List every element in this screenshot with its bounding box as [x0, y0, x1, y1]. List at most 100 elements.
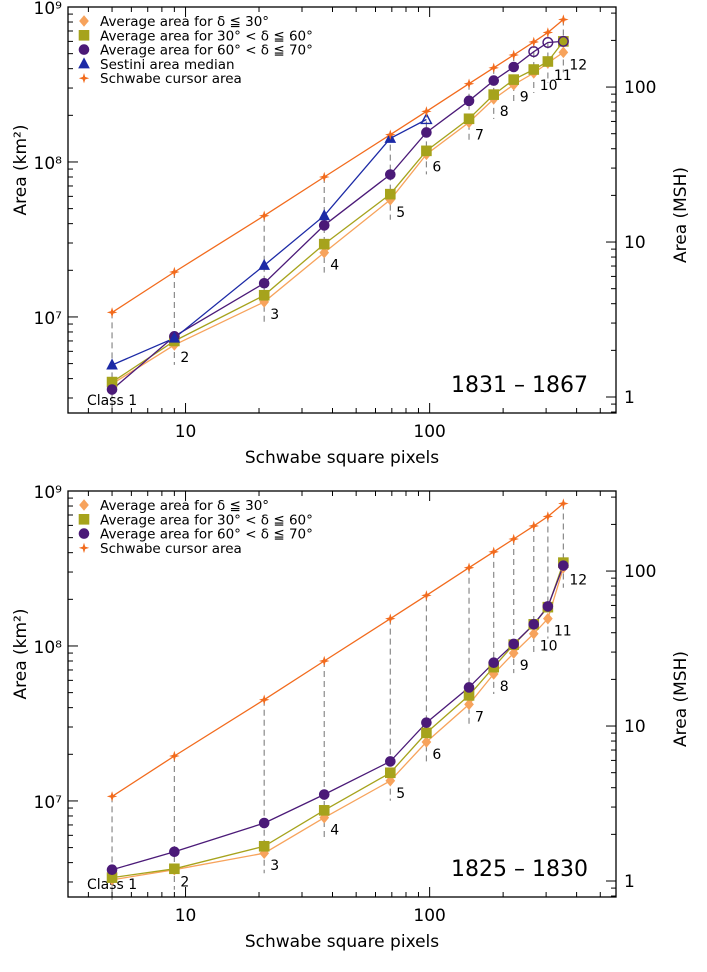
c0-line-sestini-area-median — [111, 118, 427, 366]
c0-period-label: 1831 – 1867 — [451, 373, 588, 398]
c1-period-label: 1825 – 1830 — [451, 857, 588, 882]
c0-y-tick-label-100000000: 10⁸ — [34, 154, 63, 174]
c0-point-average-area-for-30-60-7 — [488, 89, 500, 100]
c1-legend-label-average-area-for-30: Average area for δ ≦ 30° — [100, 498, 269, 514]
c1-point-average-area-for-60-70-10 — [542, 601, 554, 612]
c0-point-average-area-for-30-60-4 — [385, 188, 396, 200]
c0-point-schwabe-cursor-area-7 — [488, 62, 499, 74]
c0-legend-label-schwabe-cursor-area: Schwabe cursor area — [100, 71, 242, 87]
c1-class-label-7: 7 — [475, 709, 484, 725]
c1-y-tick-label-right-100: 100 — [624, 562, 656, 582]
c1-point-average-area-for-30-60-1 — [169, 863, 180, 875]
c0-class-label-7: 7 — [475, 127, 484, 143]
c0-y-axis-title-right: Area (MSH) — [671, 167, 691, 263]
c1-point-average-area-for-30-9 — [528, 627, 539, 640]
c1-x-tick-label-10: 10 — [175, 906, 197, 926]
c0-point-average-area-for-60-70-6 — [463, 95, 475, 107]
c1-point-average-area-for-60-70-2 — [258, 817, 270, 829]
c0-point-schwabe-cursor-area-3 — [319, 171, 330, 183]
c0-class-label-2: 2 — [180, 350, 189, 366]
c0-point-sestini-area-median-3 — [318, 209, 331, 221]
c0-point-average-area-for-60-70-3 — [318, 220, 330, 231]
chart-panel-1831-1867: Class 1 2 3 4 5 6 7 8 9 10 11 12 10 100 Schwabe square… — [0, 0, 707, 484]
c0-y-tick-label-10000000: 10⁷ — [34, 309, 63, 329]
c0-x-tick-label-100: 100 — [413, 422, 445, 442]
c0-point-average-area-for-60-70-7 — [488, 75, 500, 86]
c1-point-average-area-for-60-70-0 — [106, 864, 118, 876]
c1-point-average-area-for-60-70-7 — [488, 657, 500, 668]
c0-point-schwabe-cursor-area-11 — [558, 14, 569, 25]
c0-point-average-area-for-60-70-11 — [557, 35, 569, 47]
c1-point-schwabe-cursor-area-5 — [421, 590, 432, 601]
c0-y-tick-label-1000000000: 10⁹ — [34, 0, 63, 19]
c1-point-average-area-for-60-70-8 — [508, 638, 520, 650]
c0-line-average-area-for-60-70 — [111, 40, 564, 391]
c1-series-markers — [106, 498, 569, 886]
c1-point-schwabe-cursor-area-9 — [528, 520, 539, 532]
c0-point-average-area-for-60-70-2 — [258, 277, 270, 289]
c0-point-average-area-for-30-60-9 — [528, 64, 540, 75]
c1-class-label-12: 12 — [569, 573, 587, 589]
c1-point-average-area-for-30-6 — [464, 698, 474, 711]
c0-class-label-10: 10 — [540, 78, 558, 94]
c0-y-tick-label-right-10: 10 — [624, 233, 646, 253]
c1-class-label-2: 2 — [180, 875, 189, 891]
c1-point-schwabe-cursor-area-4 — [385, 613, 396, 624]
c0-y-tick-label-right-100: 100 — [624, 78, 656, 98]
c1-legend-label-average-area-for-60-70: Average area for 60° < δ ≦ 70° — [100, 527, 313, 543]
c1-class-label-3: 3 — [270, 858, 279, 874]
c0-legend-label-average-area-for-30-60: Average area for 30° < δ ≦ 60° — [100, 28, 313, 44]
c1-point-schwabe-cursor-area-6 — [463, 562, 475, 573]
c1-y-tick-label-100000000: 10⁸ — [34, 638, 63, 658]
chart-panel-1825-1830: Class 1 2 3 4 5 6 7 8 9 10 11 12 10 100 Schwabe square… — [0, 483, 707, 968]
c1-point-average-area-for-30-60-5 — [421, 727, 432, 739]
c1-y-axis-right: 1 10 100 Area (MSH) — [606, 496, 691, 897]
c0-y-axis-title-left: Area (km²) — [11, 124, 31, 215]
c1-y-tick-label-1000000000: 10⁹ — [34, 484, 63, 503]
c0-class-label-3: 3 — [270, 307, 279, 323]
c0-x-axis: 10 100 Schwabe square pixels — [87, 7, 601, 468]
c0-x-tick-label-10: 10 — [175, 422, 197, 442]
c0-point-average-area-for-30-60-2 — [258, 289, 270, 301]
c1-point-average-area-for-60-70-3 — [318, 789, 330, 800]
c0-point-sestini-area-median-5 — [420, 112, 433, 125]
c1-point-schwabe-cursor-area-7 — [488, 546, 499, 558]
c0-point-average-area-for-30-11 — [558, 46, 569, 59]
c1-point-average-area-for-60-70-6 — [463, 682, 475, 693]
c0-class-label-9: 9 — [520, 90, 529, 106]
c0-legend-label-average-area-for-60-70: Average area for 60° < δ ≦ 70° — [100, 43, 313, 59]
c1-legend-marker-schwabe-cursor-area — [78, 542, 90, 554]
c0-point-sestini-area-median-2 — [258, 258, 271, 270]
c1-point-schwabe-cursor-area-1 — [169, 750, 180, 762]
c1-point-schwabe-cursor-area-0 — [106, 791, 118, 802]
c1-y-axis-title-right: Area (MSH) — [671, 651, 691, 747]
c1-point-average-area-for-30-60-2 — [258, 840, 270, 852]
c1-plot-frame — [67, 490, 617, 898]
c0-point-average-area-for-30-60-10 — [542, 56, 554, 67]
c0-point-schwabe-cursor-area-8 — [508, 49, 519, 61]
c1-y-tick-label-10000000: 10⁷ — [34, 793, 63, 813]
c1-x-axis-title: Schwabe square pixels — [245, 932, 439, 952]
c0-point-schwabe-cursor-area-5 — [421, 106, 432, 117]
c1-point-average-area-for-30-4 — [385, 774, 396, 787]
c0-class-label-11: 11 — [554, 68, 572, 84]
c0-class-label-6: 6 — [432, 159, 441, 175]
c0-point-average-area-for-30-60-5 — [421, 145, 432, 157]
c0-point-average-area-for-60-70-10 — [542, 37, 554, 49]
c1-point-schwabe-cursor-area-8 — [508, 533, 519, 545]
c1-class-label-11: 11 — [554, 624, 572, 640]
c0-class-label-5: 5 — [396, 205, 405, 221]
c0-point-average-area-for-60-70-5 — [421, 127, 432, 138]
c0-point-average-area-for-60-70-0 — [106, 384, 118, 395]
c1-line-schwabe-cursor-area — [111, 503, 564, 797]
c0-legend-marker-sestini-area-median — [78, 57, 90, 69]
c0-point-average-area-for-30-60-8 — [508, 74, 520, 85]
c1-legend: Average area for δ ≦ 30° Average area for… — [78, 498, 313, 557]
c0-class-label-4: 4 — [330, 258, 339, 274]
c1-y-axis-title-left: Area (km²) — [11, 608, 31, 699]
c1-class-label-8: 8 — [500, 679, 509, 695]
c1-y-axis-left: 10⁷ 10⁸ 10⁹ Area (km²) — [11, 483, 78, 883]
c0-point-average-area-for-30-3 — [319, 246, 330, 259]
c0-point-schwabe-cursor-area-2 — [258, 210, 270, 221]
c0-legend-marker-schwabe-cursor-area — [78, 72, 90, 84]
